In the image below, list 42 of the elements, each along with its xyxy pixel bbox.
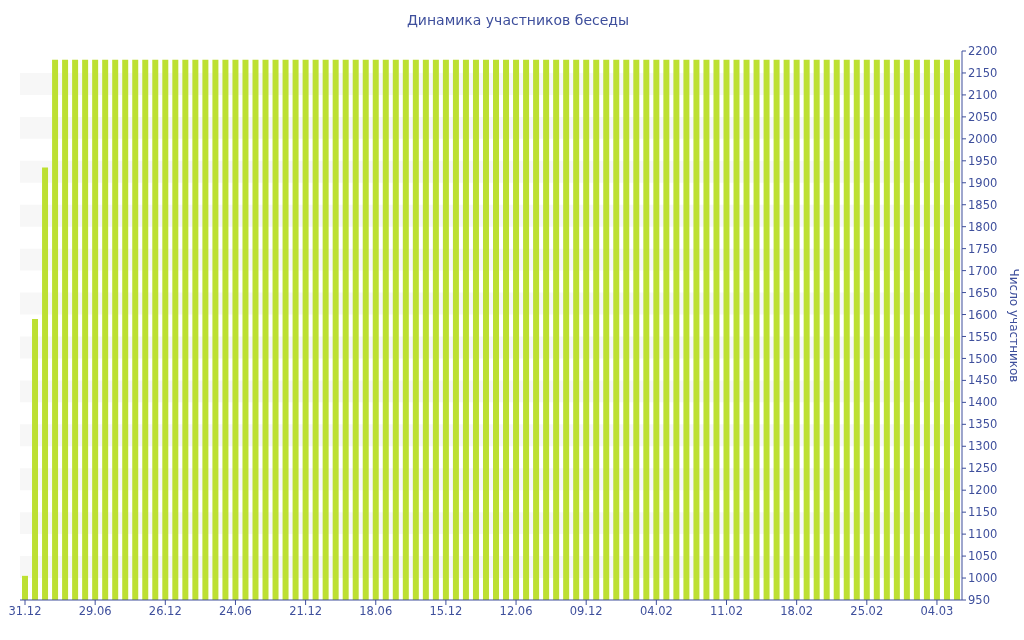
x-tick-label: 04.02	[639, 604, 673, 619]
y-tick-label: 1550	[968, 329, 998, 344]
x-tick-label: 04.03	[920, 604, 954, 619]
x-tick-label: 26.12	[148, 604, 182, 619]
y-tick-label: 1050	[968, 549, 998, 564]
y-tick-label: 2050	[968, 109, 998, 124]
y-tick-label: 1650	[968, 285, 998, 300]
y-tick-label: 1150	[968, 505, 998, 520]
x-tick-label: 18.02	[780, 604, 814, 619]
y-axis-title: Число участников	[1007, 268, 1022, 383]
y-tick-label: 2100	[968, 88, 998, 102]
x-tick-label: 09.12	[569, 604, 603, 619]
y-tick-label: 1400	[968, 395, 998, 410]
x-tick-label: 18.06	[359, 604, 393, 619]
x-tick-label: 24.06	[218, 604, 252, 619]
x-tick-label: 25.02	[850, 604, 884, 619]
x-tick-label: 31.12	[8, 604, 42, 619]
x-tick-label: 21.12	[289, 604, 323, 619]
y-tick-label: 2000	[968, 131, 998, 146]
y-tick-label: 1950	[968, 153, 998, 168]
y-tick-label: 1200	[968, 483, 998, 498]
y-tick-label: 1100	[968, 527, 998, 542]
y-tick-label: 1500	[968, 351, 998, 366]
y-tick-label: 1800	[968, 219, 998, 234]
y-tick-label: 2150	[968, 66, 998, 81]
y-tick-label: 1300	[968, 439, 998, 454]
y-tick-label: 1900	[968, 175, 998, 190]
y-tick-label: 1600	[968, 307, 998, 322]
chart-title: Динамика участников беседы	[405, 12, 631, 28]
y-tick-label: 1250	[968, 461, 998, 476]
x-tick-label: 12.06	[499, 604, 533, 619]
y-tick-label: 1350	[968, 417, 998, 432]
y-tick-label: 1850	[968, 197, 998, 212]
y-tick-label: 1000	[968, 571, 998, 586]
x-tick-label: 11.02	[710, 604, 743, 619]
y-tick-label: 1450	[968, 373, 998, 388]
x-tick-label: 15.12	[429, 604, 463, 619]
y-tick-label: 950	[968, 593, 990, 608]
y-tick-label: 2200	[968, 44, 998, 59]
y-tick-label: 1750	[968, 241, 998, 256]
x-tick-label: 29.06	[78, 604, 112, 619]
y-tick-label: 1700	[968, 263, 998, 278]
